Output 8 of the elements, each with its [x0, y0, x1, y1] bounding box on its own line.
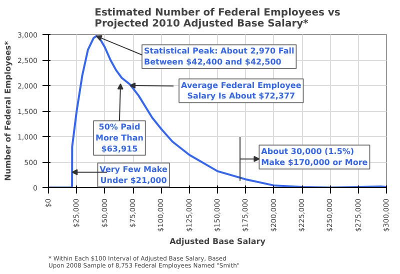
annotation: 50% Paid More Than $63,915	[96, 122, 144, 154]
annotation: Average Federal Employee Salary Is About $72,377	[181, 80, 302, 101]
annotation: About 30,000 (1.5%) Make $170,000 or More	[261, 147, 368, 167]
annotation: Very Few Make Under $21,000	[100, 165, 168, 185]
annotation: Statistical Peak: About 2,970 Fall Between $42,400 and $42,500	[144, 46, 294, 66]
x-axis-title: Adjusted Base Salary	[170, 236, 266, 246]
chart-title: Estimated Number of Federal Employees vs Projected 2010 Adjusted Base Salary*	[94, 8, 340, 30]
y-axis-title: Number of Federal Employees*	[3, 40, 12, 181]
